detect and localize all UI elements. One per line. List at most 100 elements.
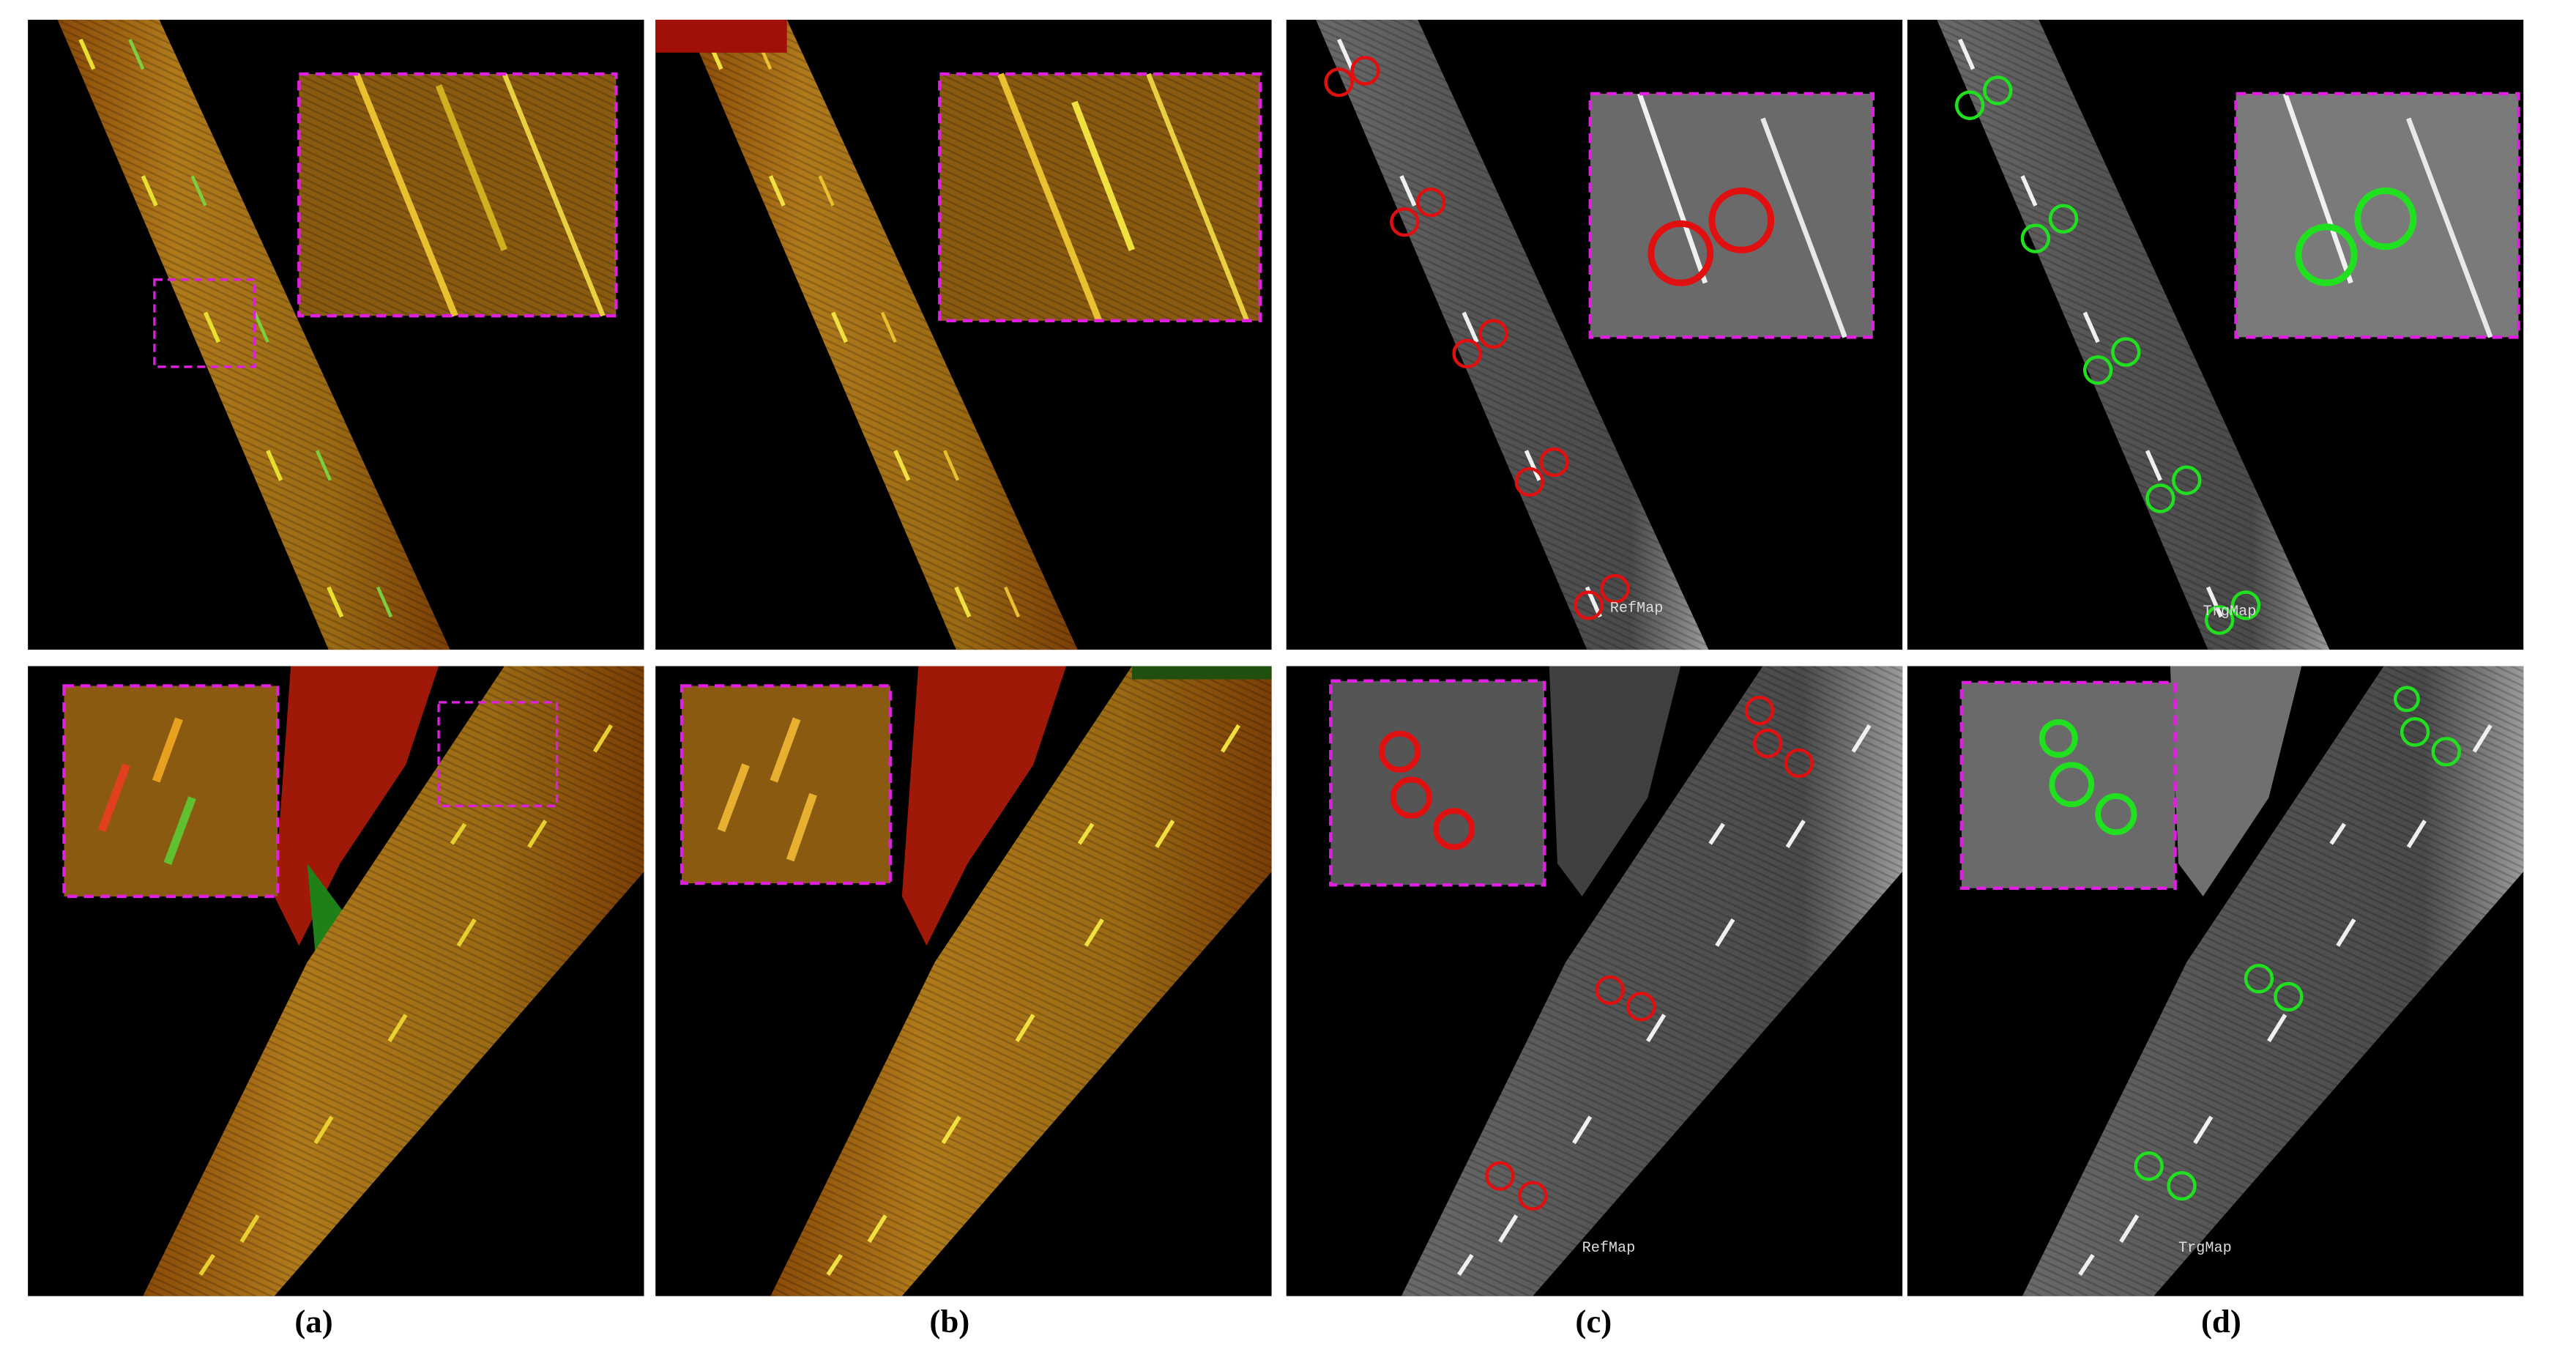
image-shape bbox=[1959, 680, 2177, 890]
image-shape bbox=[1324, 56, 1630, 620]
image-shape bbox=[1961, 682, 2175, 888]
image-shape bbox=[1071, 100, 1136, 251]
image-shape bbox=[1478, 319, 1508, 349]
image-shape bbox=[997, 73, 1103, 322]
image-shape bbox=[2354, 187, 2417, 250]
image-shape bbox=[2134, 686, 2461, 1201]
map-label: TrgMap bbox=[2178, 1240, 2232, 1257]
caption: (c) bbox=[1575, 1303, 1612, 1340]
image-shape bbox=[717, 763, 750, 833]
image-shape bbox=[1590, 94, 1873, 338]
image-shape bbox=[2039, 718, 2078, 758]
image-shape bbox=[1485, 695, 1814, 1211]
caption: (a) bbox=[294, 1303, 332, 1340]
image-shape bbox=[939, 74, 1260, 321]
caption: (b) bbox=[929, 1303, 969, 1340]
image-shape bbox=[2393, 686, 2420, 713]
image-shape bbox=[2244, 964, 2274, 994]
image-shape bbox=[1324, 67, 1354, 97]
image-shape bbox=[1588, 92, 1875, 339]
image-shape bbox=[1378, 730, 1475, 850]
image-shape bbox=[2234, 92, 2520, 339]
image-shape bbox=[1752, 728, 1783, 759]
image-shape bbox=[163, 796, 196, 865]
panel-a-bottom bbox=[28, 666, 644, 1296]
image-shape bbox=[2049, 762, 2095, 808]
image-shape bbox=[1330, 680, 1545, 885]
image-shape bbox=[901, 666, 1067, 946]
image-shape bbox=[1549, 666, 1681, 896]
panel-c-top: RefMap bbox=[1286, 19, 1903, 650]
image-shape bbox=[1760, 117, 1847, 338]
image-shape bbox=[1784, 748, 1814, 779]
image-shape bbox=[2406, 117, 2493, 338]
image-shape bbox=[2039, 718, 2137, 836]
image-shape bbox=[1595, 975, 1625, 1006]
image-shape bbox=[1539, 447, 1569, 478]
image-shape bbox=[1416, 187, 1446, 218]
image-shape bbox=[717, 717, 817, 862]
image-shape bbox=[786, 792, 817, 862]
image-shape bbox=[1452, 338, 1482, 369]
image-shape bbox=[2230, 590, 2261, 620]
image-shape bbox=[1983, 75, 2013, 105]
image-shape bbox=[97, 763, 131, 833]
image-shape bbox=[770, 717, 801, 783]
image-shape bbox=[2400, 717, 2430, 747]
image-shape bbox=[2295, 223, 2358, 286]
image-shape bbox=[2274, 981, 2304, 1012]
image-shape bbox=[2020, 223, 2051, 253]
image-shape bbox=[655, 19, 787, 53]
image-shape bbox=[1432, 808, 1475, 850]
image-shape bbox=[1329, 679, 1546, 887]
image-shape bbox=[2134, 1151, 2164, 1181]
image-shape bbox=[1648, 220, 1714, 286]
image-shape bbox=[2048, 204, 2079, 234]
image-shape bbox=[2172, 465, 2202, 495]
image-shape bbox=[938, 72, 1262, 323]
image-shape bbox=[2431, 737, 2461, 767]
image-shape bbox=[1390, 776, 1432, 819]
image-shape bbox=[2082, 355, 2113, 385]
map-label: RefMap bbox=[1582, 1240, 1636, 1257]
image-shape bbox=[2145, 483, 2175, 513]
image-shape bbox=[1131, 666, 1272, 680]
panel-d-top: TrgMap bbox=[1907, 19, 2524, 650]
image-shape bbox=[2236, 94, 2519, 338]
image-shape bbox=[1744, 695, 1775, 726]
image-shape bbox=[299, 74, 617, 316]
panel-b-top bbox=[655, 19, 1272, 650]
image-shape bbox=[64, 686, 278, 896]
caption: (d) bbox=[2201, 1303, 2241, 1340]
image-shape bbox=[1954, 90, 1985, 120]
image-shape bbox=[1574, 590, 1604, 620]
image-shape bbox=[437, 701, 559, 808]
image-shape bbox=[1514, 467, 1545, 497]
image-shape bbox=[1518, 1181, 1548, 1211]
panel-c-bottom: RefMap bbox=[1286, 666, 1903, 1296]
map-label: RefMap bbox=[1610, 600, 1664, 617]
image-shape bbox=[1485, 1161, 1515, 1191]
image-shape bbox=[1600, 573, 1630, 604]
image-shape bbox=[353, 73, 458, 317]
image-shape bbox=[62, 684, 280, 899]
panel-d-bottom: TrgMap bbox=[1907, 666, 2524, 1296]
image-shape bbox=[1708, 187, 1775, 253]
image-shape bbox=[682, 686, 891, 883]
image-shape bbox=[1146, 73, 1250, 322]
image-shape bbox=[1626, 992, 1656, 1022]
image-shape bbox=[435, 84, 507, 252]
image-shape bbox=[1378, 730, 1421, 773]
image-shape bbox=[152, 717, 183, 783]
image-shape bbox=[1954, 75, 2261, 635]
image-shape bbox=[2095, 793, 2137, 836]
image-shape bbox=[680, 684, 893, 885]
map-label: TrgMap bbox=[2203, 603, 2257, 620]
image-shape bbox=[502, 73, 606, 317]
image-shape bbox=[2170, 666, 2302, 896]
image-shape bbox=[2111, 337, 2141, 367]
image-shape bbox=[1390, 207, 1420, 237]
image-shape bbox=[2204, 605, 2235, 635]
